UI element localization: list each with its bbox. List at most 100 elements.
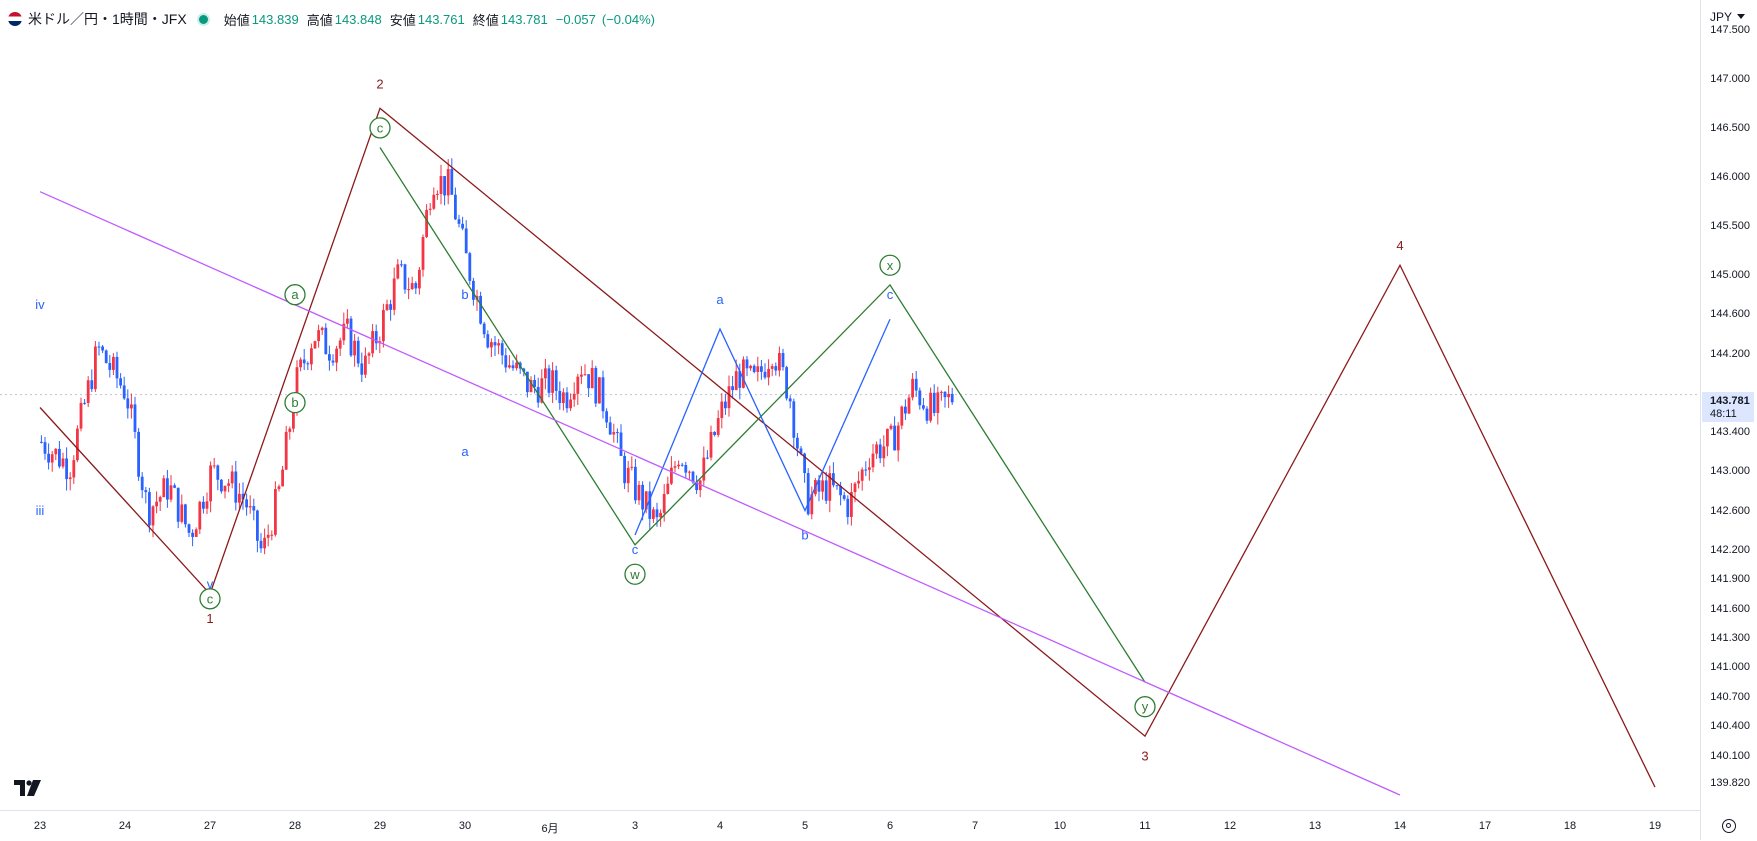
candle-body — [871, 453, 875, 468]
time-tick-label: 6月 — [541, 823, 559, 835]
candle-body — [191, 532, 194, 537]
candle-body — [400, 264, 403, 266]
candle-body — [742, 359, 745, 388]
candle-body — [634, 466, 637, 501]
candle-body — [850, 492, 853, 517]
candle-body — [173, 485, 176, 488]
candle-body — [616, 432, 619, 434]
candle-body — [79, 402, 83, 429]
candle-body — [284, 431, 288, 470]
time-tick-label: 13 — [1308, 820, 1322, 832]
candle-body — [259, 540, 263, 549]
wave-line — [379, 147, 1146, 683]
candle-body — [796, 437, 799, 449]
candle-body — [310, 348, 313, 365]
symbol-title[interactable]: 米ドル／円・1時間・JFX — [28, 11, 187, 27]
candle-body — [281, 469, 284, 487]
wave-label-circle — [624, 563, 646, 585]
price-tick-label: 139.820 — [1710, 777, 1750, 790]
candle-body — [385, 304, 389, 310]
candle-body — [497, 343, 500, 346]
candle-body — [342, 323, 346, 341]
candle-body — [792, 401, 796, 438]
candle-body — [749, 365, 752, 369]
time-tick-label: 4 — [716, 820, 724, 832]
candle-body — [94, 346, 97, 390]
wave-label-circle — [199, 588, 221, 610]
candle-body — [472, 280, 475, 300]
time-tick-label: 19 — [1648, 820, 1662, 832]
candle-body — [227, 483, 230, 486]
candle-body — [212, 465, 216, 467]
candle-body — [788, 398, 792, 402]
time-tick-label: 29 — [373, 820, 387, 832]
candle-body — [410, 283, 414, 290]
current-price-label: 143.781 — [1710, 395, 1750, 407]
candle-body — [515, 362, 518, 369]
candle-body — [544, 368, 547, 379]
candle-body — [130, 404, 133, 409]
time-tick-label: 30 — [458, 820, 472, 832]
symbol-header: 米ドル／円・1時間・JFX 始値 143.839 高値 143.848 安値 1… — [8, 9, 661, 29]
candle-body — [684, 465, 688, 473]
market-status-icon — [196, 12, 210, 26]
price-axis[interactable]: JPY 147.500 147.000 146.500 146.000 145.500 1… — [1700, 0, 1757, 840]
candle-body — [155, 501, 158, 507]
candle-body — [403, 264, 407, 290]
candle-body — [644, 491, 648, 510]
candle-body — [706, 457, 709, 459]
candle-body — [583, 374, 587, 376]
candle-body — [148, 492, 151, 526]
candle-body — [781, 353, 785, 368]
candle-body — [306, 363, 310, 365]
candle-body — [936, 392, 940, 413]
candle-body — [619, 432, 623, 456]
candle-body — [428, 208, 432, 210]
candle-body — [292, 411, 295, 429]
current-price-marker — [1702, 392, 1754, 422]
price-tick-label: 141.300 — [1710, 632, 1750, 645]
tradingview-logo-icon[interactable] — [14, 780, 44, 801]
candle-body — [140, 476, 144, 491]
candle-body — [540, 378, 544, 403]
candle-body — [670, 467, 673, 484]
candle-body — [122, 385, 126, 399]
candle-body — [407, 289, 410, 291]
candle-body — [58, 448, 61, 467]
time-axis[interactable]: 23 24 27 28 29 30 6月 3 4 5 6 7 10 11 12 13 14 17 18 19 — [0, 810, 1700, 841]
candle-body — [799, 448, 803, 454]
candle-body — [464, 228, 468, 254]
candle-body — [572, 393, 576, 400]
candle-body — [256, 510, 259, 541]
candle-body — [918, 390, 922, 406]
change-value: −0.057 — [555, 11, 596, 27]
candle-body — [324, 327, 328, 355]
chart-area[interactable]: iv iii v c 1 a b 2 c b a c w a b x c y 3 4 — [0, 0, 1700, 810]
low-label: 安値 — [389, 12, 416, 28]
price-tick-label: 143.000 — [1710, 465, 1750, 478]
currency-selector[interactable]: JPY — [1710, 10, 1733, 24]
candle-body — [713, 431, 716, 435]
wave-label: 1 — [206, 611, 213, 626]
candle-body — [551, 370, 554, 393]
candle-body — [860, 469, 864, 481]
candle-body — [454, 194, 457, 220]
gear-icon[interactable] — [1722, 819, 1736, 833]
candle-body — [943, 391, 947, 398]
candle-body — [724, 401, 727, 409]
candle-body — [889, 425, 893, 429]
candle-body — [479, 295, 482, 324]
candle-body — [677, 464, 680, 467]
candle-body — [364, 355, 367, 375]
candle-body — [418, 269, 421, 289]
price-tick-label: 142.200 — [1710, 543, 1750, 556]
candle-body — [446, 169, 450, 196]
wave-label: b — [291, 395, 298, 410]
candle-body — [169, 485, 173, 500]
price-tick-label: 146.000 — [1710, 170, 1750, 183]
wave-label-circle — [879, 254, 901, 276]
candle-body — [288, 428, 292, 432]
candle-body — [320, 327, 324, 331]
candle-body — [184, 504, 187, 525]
